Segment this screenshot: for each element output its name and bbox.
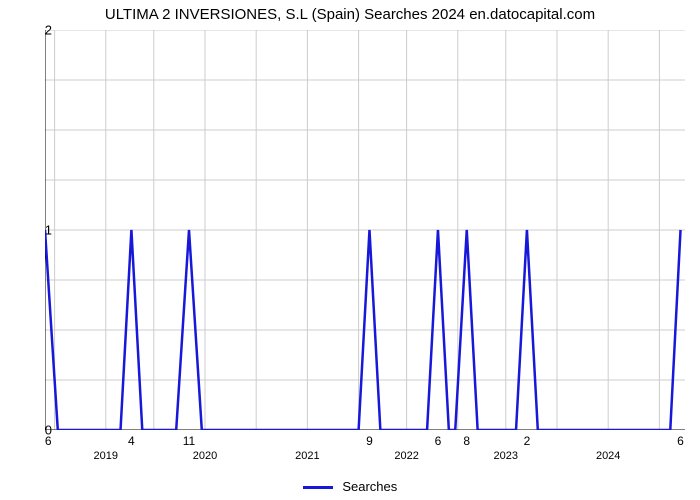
- legend: Searches: [0, 479, 700, 494]
- x-year-label: 2019: [94, 450, 118, 462]
- y-tick-label: 2: [45, 23, 52, 38]
- data-point-label: 6: [45, 434, 52, 448]
- x-year-label: 2020: [193, 450, 217, 462]
- y-tick-label: 1: [45, 223, 52, 238]
- data-point-label: 2: [524, 434, 531, 448]
- plot-area: [45, 30, 685, 430]
- data-point-label: 9: [366, 434, 373, 448]
- chart-svg: [45, 30, 685, 430]
- data-point-label: 4: [128, 434, 135, 448]
- data-point-label: 6: [677, 434, 684, 448]
- data-point-label: 11: [183, 434, 195, 448]
- data-point-label: 6: [435, 434, 442, 448]
- data-point-label: 8: [463, 434, 470, 448]
- x-year-label: 2021: [295, 450, 319, 462]
- x-year-label: 2024: [596, 450, 620, 462]
- legend-swatch: [303, 486, 333, 489]
- chart-title: ULTIMA 2 INVERSIONES, S.L (Spain) Search…: [0, 6, 700, 23]
- x-year-label: 2023: [494, 450, 518, 462]
- legend-label: Searches: [342, 479, 397, 494]
- x-year-label: 2022: [394, 450, 418, 462]
- chart-container: ULTIMA 2 INVERSIONES, S.L (Spain) Search…: [0, 0, 700, 500]
